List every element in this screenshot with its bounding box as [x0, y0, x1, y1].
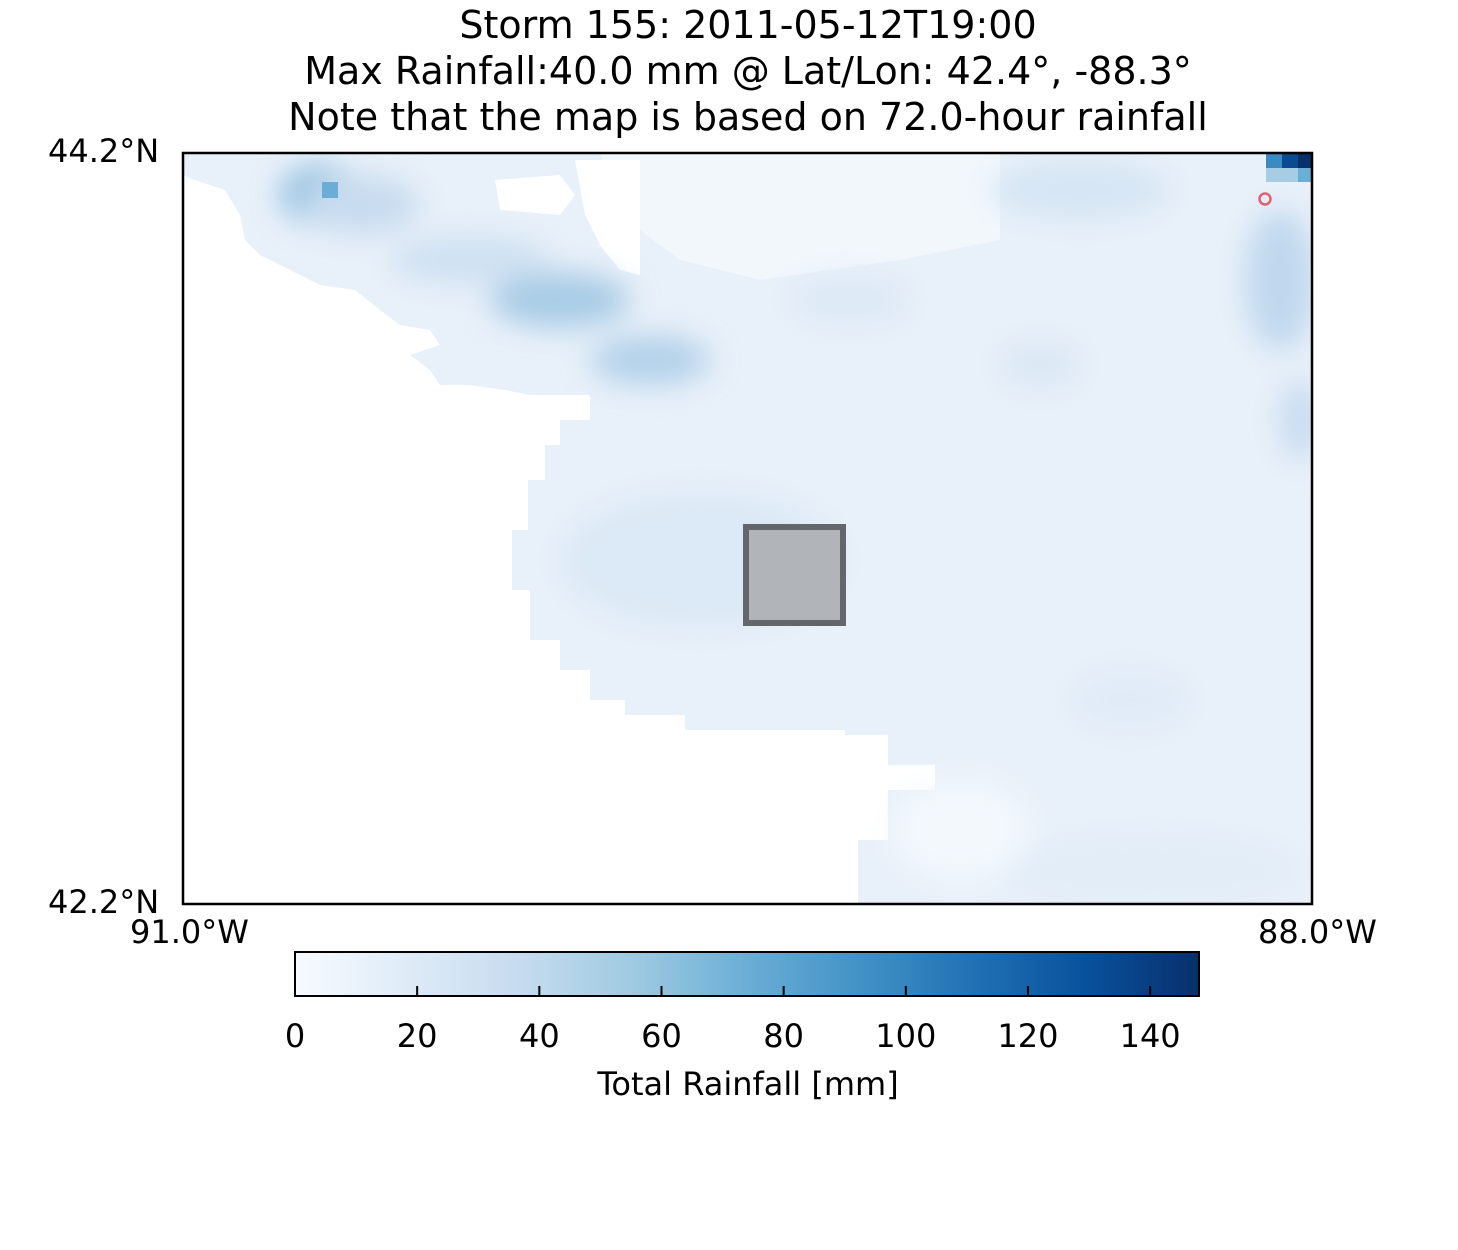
gap-north-2 [575, 160, 640, 275]
cell-ne-2 [1282, 153, 1298, 168]
rain-bands [280, 160, 1312, 904]
cell-nw-max [322, 182, 338, 198]
lat-top-label: 44.2°N [48, 132, 160, 170]
colorbar-tick-label: 0 [284, 1017, 306, 1055]
colorbar-tick-label: 80 [763, 1017, 804, 1055]
max-rainfall-marker [1258, 192, 1272, 206]
lat-bottom-label: 42.2°N [48, 883, 160, 921]
colorbar-tick-label: 100 [875, 1017, 937, 1055]
colorbar-tick-label: 140 [1119, 1017, 1181, 1055]
light-area-north [600, 153, 1000, 280]
chart-title-line-2: Max Rainfall:40.0 mm @ Lat/Lon: 42.4°, -… [304, 49, 1192, 93]
cell-ne-3 [1298, 153, 1312, 168]
colorbar-tick-label: 20 [396, 1017, 438, 1055]
study-area-box [743, 524, 846, 626]
colorbar-tick-label: 40 [518, 1017, 560, 1055]
cell-ne-5 [1298, 168, 1312, 182]
colorbar [294, 951, 1200, 997]
chart-title-line-3: Note that the map is based on 72.0-hour … [288, 95, 1208, 139]
rainfall-field [183, 153, 1312, 904]
colorbar-tick-label: 120 [997, 1017, 1059, 1055]
chart-title-line-1: Storm 155: 2011-05-12T19:00 [459, 3, 1037, 47]
cell-ne-1 [1266, 153, 1282, 168]
colorbar-tick-label: 60 [641, 1017, 682, 1055]
cell-ne-4 [1266, 168, 1298, 182]
gap-north [495, 175, 575, 215]
colorbar-label: Total Rainfall [mm] [597, 1065, 899, 1103]
lon-left-label: 91.0°W [130, 913, 249, 951]
colorbar-ticks [294, 986, 1152, 996]
lon-right-label: 88.0°W [1258, 913, 1377, 951]
